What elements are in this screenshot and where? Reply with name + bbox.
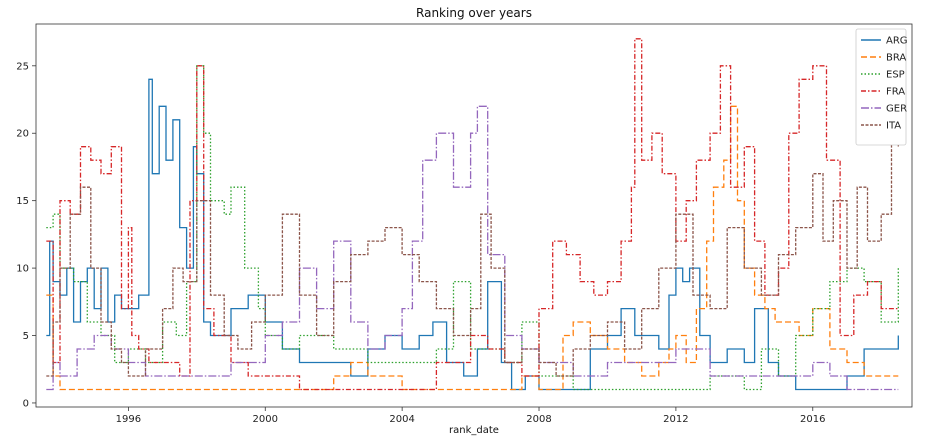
legend-label-fra: FRA: [886, 87, 905, 98]
x-axis-label: rank_date: [449, 425, 499, 436]
x-tick-label: 2004: [389, 414, 414, 425]
y-tick-label: 0: [23, 398, 29, 409]
legend: ARG BRA ESP FRA GER ITA: [855, 28, 908, 146]
legend-label-arg: ARG: [886, 36, 908, 47]
x-tick-label: 1996: [116, 414, 141, 425]
y-tick-label: 5: [23, 331, 29, 342]
series-line-fra: [46, 38, 899, 391]
y-axis-ticks: 0 5 10 15 20 25: [16, 61, 36, 409]
y-tick-label: 20: [16, 129, 29, 140]
legend-label-esp: ESP: [886, 70, 905, 81]
series-line-ita: [46, 132, 899, 377]
chart-title: Ranking over years: [416, 6, 532, 20]
series-line-ger: [46, 105, 899, 391]
plot-area-frame: [35, 23, 913, 408]
y-tick-label: 10: [16, 264, 29, 275]
x-tick-label: 2016: [800, 414, 825, 425]
x-axis-ticks: 1996 2000 2004 2008 2012 2016: [116, 407, 825, 425]
legend-label-ger: GER: [886, 104, 907, 115]
series-line-esp: [46, 65, 899, 391]
x-tick-label: 2000: [253, 414, 278, 425]
legend-box: [855, 28, 907, 146]
y-tick-label: 25: [16, 61, 29, 72]
legend-label-bra: BRA: [886, 53, 906, 64]
series-line-arg: [46, 78, 899, 391]
y-tick-label: 15: [16, 196, 29, 207]
series-line-bra: [46, 105, 899, 391]
x-tick-label: 2012: [663, 414, 688, 425]
legend-label-ita: ITA: [886, 121, 901, 132]
x-tick-label: 2008: [526, 414, 551, 425]
plot-lines: [46, 38, 899, 391]
